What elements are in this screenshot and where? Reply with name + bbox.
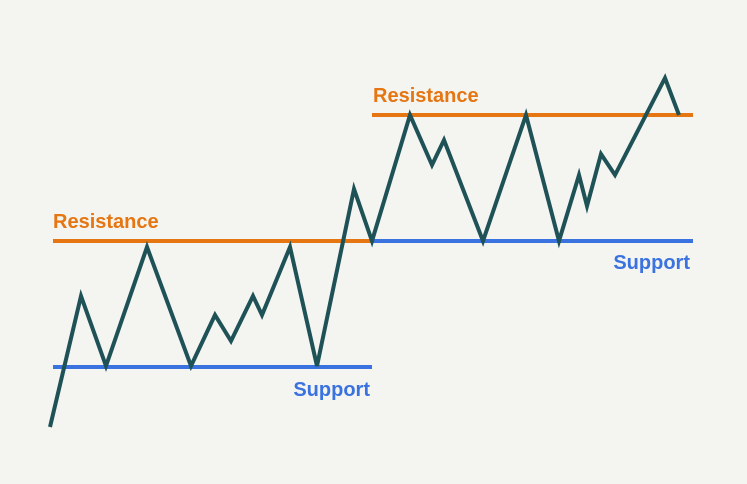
right-resistance-label: Resistance xyxy=(373,85,479,107)
price-line xyxy=(48,73,681,428)
left-resistance-label: Resistance xyxy=(53,211,159,233)
right-support-label: Support xyxy=(613,252,690,274)
left-support-label: Support xyxy=(293,379,370,401)
